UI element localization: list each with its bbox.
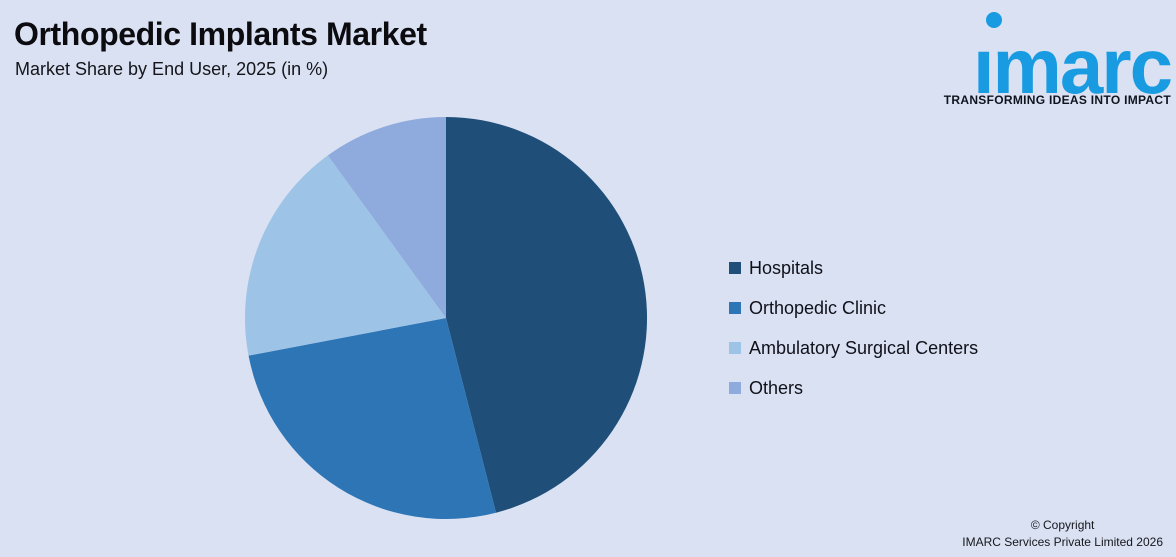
legend-swatch-others bbox=[729, 382, 741, 394]
legend-item-hospitals: Hospitals bbox=[729, 258, 978, 278]
pie-slice-orthopedic-clinic bbox=[248, 318, 496, 520]
pie-slice-ambulatory-surgical-centers bbox=[245, 155, 446, 356]
logo-i-dot-icon bbox=[985, 12, 1002, 28]
copyright-line2: IMARC Services Private Limited 2026 bbox=[962, 535, 1163, 549]
legend-label: Ambulatory Surgical Centers bbox=[749, 337, 979, 358]
logo-text: ımarc bbox=[972, 22, 1173, 110]
imarc-wordmark: ımarc bbox=[973, 12, 1173, 105]
pie-slice-others bbox=[327, 117, 446, 318]
legend-label: Hospitals bbox=[749, 257, 824, 278]
legend-swatch-orthopedic-clinic bbox=[729, 302, 741, 314]
logo-tagline: TRANSFORMING IDEAS INTO IMPACT bbox=[943, 93, 1171, 107]
legend-label: Others bbox=[749, 377, 804, 398]
copyright-line1: © Copyright bbox=[1030, 518, 1095, 532]
legend-item-ambulatory-surgical-centers: Ambulatory Surgical Centers bbox=[729, 338, 978, 358]
legend-label: Orthopedic Clinic bbox=[749, 297, 887, 318]
page-title: Orthopedic Implants Market bbox=[14, 16, 427, 52]
legend-item-orthopedic-clinic: Orthopedic Clinic bbox=[729, 298, 978, 318]
legend-item-others: Others bbox=[729, 378, 978, 398]
legend-swatch-hospitals bbox=[729, 262, 741, 274]
legend: Hospitals Orthopedic Clinic Ambulatory S… bbox=[729, 258, 978, 418]
copyright: © Copyright IMARC Services Private Limit… bbox=[962, 517, 1163, 551]
page-subtitle: Market Share by End User, 2025 (in %) bbox=[15, 59, 329, 79]
pie-chart bbox=[245, 117, 648, 520]
imarc-logo: ımarc TRANSFORMING IDEAS INTO IMPACT bbox=[943, 12, 1173, 107]
pie-slice-hospitals bbox=[446, 117, 648, 513]
legend-swatch-ambulatory-surgical-centers bbox=[729, 342, 741, 354]
